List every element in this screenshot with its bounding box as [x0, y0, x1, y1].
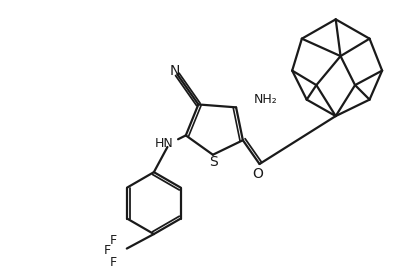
Text: O: O	[252, 167, 263, 181]
Text: NH₂: NH₂	[253, 93, 277, 106]
Text: S: S	[210, 155, 218, 169]
Text: HN: HN	[155, 137, 174, 150]
Text: F: F	[110, 256, 117, 268]
Text: F: F	[110, 234, 117, 247]
Text: N: N	[170, 64, 180, 78]
Text: F: F	[104, 244, 111, 257]
